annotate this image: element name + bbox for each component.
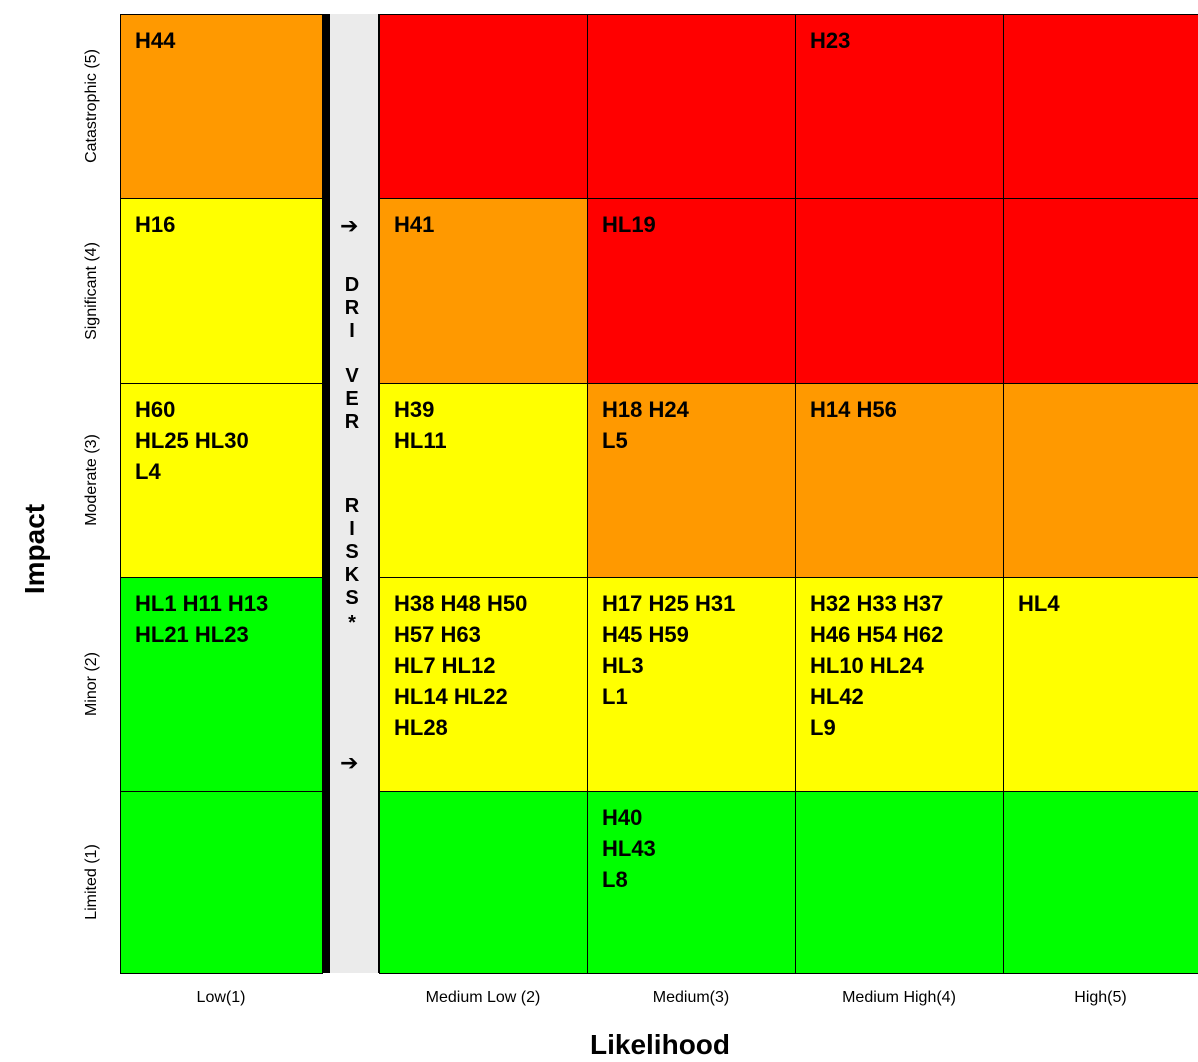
cell-risk-codes: H16 xyxy=(135,212,176,237)
matrix-cell: HL4 xyxy=(1003,577,1198,792)
right-arrow-icon: ➔ xyxy=(340,213,359,238)
x-tick-label: Low(1) xyxy=(196,989,246,1006)
cell-risk-codes: H41 xyxy=(394,212,435,237)
cell-risk-codes: H18 H24 L5 xyxy=(602,397,689,453)
matrix-cell xyxy=(1003,791,1198,974)
matrix-cell: H32 H33 H37 H46 H54 H62 HL10 HL24 HL42 L… xyxy=(795,577,1004,792)
x-tick-label: Medium(3) xyxy=(652,989,730,1006)
x-tick-label: Medium Low (2) xyxy=(425,989,541,1006)
matrix-cell: H41 xyxy=(379,198,588,384)
driver-risks-letter: D xyxy=(344,274,360,296)
cell-risk-codes: H38 H48 H50 H57 H63 HL7 HL12 HL14 HL22 H… xyxy=(394,591,528,740)
driver-risks-letter: S xyxy=(345,587,359,609)
matrix-cell xyxy=(587,14,796,199)
matrix-cell: H17 H25 H31 H45 H59 HL3 L1 xyxy=(587,577,796,792)
y-tick-label: Minor (2) xyxy=(83,652,100,717)
driver-risks-letter: V xyxy=(345,365,359,387)
cell-risk-codes: HL1 H11 H13 HL21 HL23 xyxy=(135,591,269,647)
matrix-cell: H23 xyxy=(795,14,1004,199)
matrix-cell xyxy=(1003,198,1198,384)
matrix-cell: H18 H24 L5 xyxy=(587,383,796,578)
matrix-cell: H38 H48 H50 H57 H63 HL7 HL12 HL14 HL22 H… xyxy=(379,577,588,792)
matrix-cell xyxy=(795,198,1004,384)
driver-risks-letter: * xyxy=(348,612,356,634)
cell-risk-codes: H40 HL43 L8 xyxy=(602,805,656,892)
x-tick-label: High(5) xyxy=(1074,989,1127,1006)
matrix-cell xyxy=(379,791,588,974)
driver-risks-letter: S xyxy=(345,541,359,563)
x-tick-label: Medium High(4) xyxy=(842,989,956,1006)
cell-risk-codes: HL4 xyxy=(1018,591,1060,616)
right-arrow-icon: ➔ xyxy=(340,750,359,775)
y-tick-label: Moderate (3) xyxy=(83,434,100,526)
cell-risk-codes: H39 HL11 xyxy=(394,397,447,453)
matrix-cell xyxy=(120,791,323,974)
matrix-cell xyxy=(1003,14,1198,199)
matrix-cell: H40 HL43 L8 xyxy=(587,791,796,974)
driver-risks-letter: I xyxy=(349,518,355,540)
cell-risk-codes: H23 xyxy=(810,28,851,53)
driver-risks-band xyxy=(330,14,379,973)
y-tick-label: Significant (4) xyxy=(83,241,100,340)
matrix-cell xyxy=(1003,383,1198,578)
matrix-cell: H39 HL11 xyxy=(379,383,588,578)
matrix-cell: H44 xyxy=(120,14,323,199)
x-axis-title: Likelihood xyxy=(590,1029,730,1060)
driver-risks-letter: R xyxy=(344,411,360,433)
matrix-cell xyxy=(795,791,1004,974)
y-tick-label: Catastrophic (5) xyxy=(83,49,100,163)
matrix-cell: H16 xyxy=(120,198,323,384)
cell-risk-codes: H32 H33 H37 H46 H54 H62 HL10 HL24 HL42 L… xyxy=(810,591,944,740)
driver-risks-letter: I xyxy=(349,320,355,342)
driver-divider-bar xyxy=(322,14,330,973)
cell-risk-codes: H17 H25 H31 H45 H59 HL3 L1 xyxy=(602,591,736,709)
driver-risks-letter: K xyxy=(344,564,360,586)
cell-risk-codes: H14 H56 xyxy=(810,397,897,422)
matrix-cell: HL1 H11 H13 HL21 HL23 xyxy=(120,577,323,792)
driver-risks-letter: R xyxy=(344,297,360,319)
cell-risk-codes: HL19 xyxy=(602,212,656,237)
matrix-cell: HL19 xyxy=(587,198,796,384)
y-axis-title: Impact xyxy=(19,503,50,595)
driver-risks-letter: E xyxy=(345,388,359,410)
y-tick-label: Limited (1) xyxy=(83,844,100,920)
matrix-cell xyxy=(379,14,588,199)
matrix-cell: H14 H56 xyxy=(795,383,1004,578)
cell-risk-codes: H44 xyxy=(135,28,176,53)
driver-risks-letter: R xyxy=(344,495,360,517)
cell-risk-codes: H60 HL25 HL30 L4 xyxy=(135,397,249,484)
matrix-cell: H60 HL25 HL30 L4 xyxy=(120,383,323,578)
